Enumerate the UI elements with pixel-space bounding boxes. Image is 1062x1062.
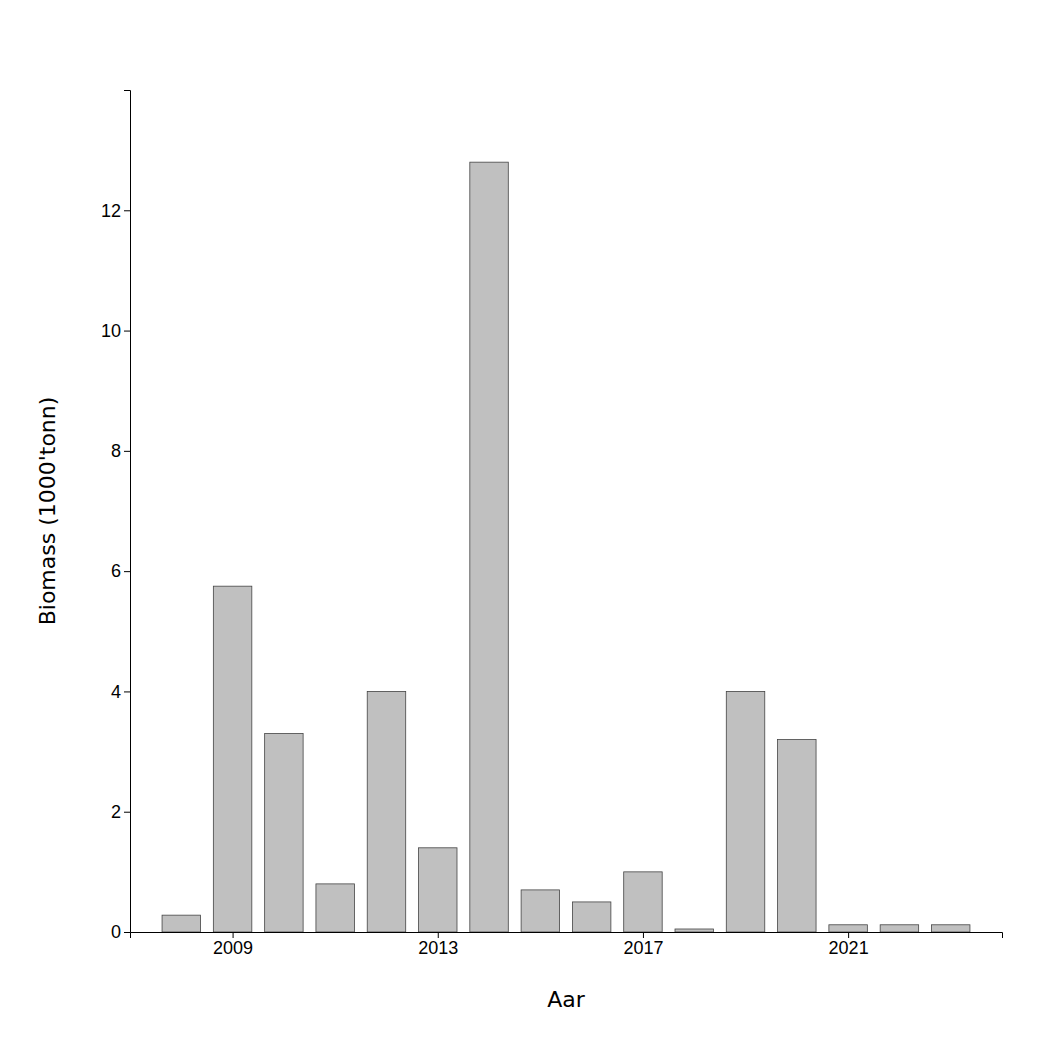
x-tick-label: 2017 [623, 938, 663, 958]
y-tick: 2 [111, 802, 130, 822]
y-tick: 12 [101, 201, 130, 221]
x-tick: 2013 [418, 932, 458, 958]
y-axis-title: Biomass (1000'tonn) [35, 397, 60, 626]
x-tick: 2009 [213, 932, 253, 958]
y-tick-mark [124, 331, 130, 332]
x-axis: 2009 2013 2017 2021 [131, 932, 1003, 958]
x-tick-label: 2021 [829, 938, 869, 958]
x-tick: 2017 [623, 932, 663, 958]
bar [213, 586, 251, 932]
bar [419, 848, 457, 932]
bar [367, 691, 405, 932]
x-axis-title: Aar [547, 987, 586, 1012]
x-tick: 2021 [829, 932, 869, 958]
bar [675, 929, 713, 932]
y-tick-mark [124, 812, 130, 813]
bar [572, 902, 610, 932]
bars [162, 162, 970, 932]
y-tick-label: 8 [111, 441, 121, 461]
y-axis: 0 2 4 6 8 10 12 [101, 91, 131, 943]
y-tick: 4 [111, 682, 130, 702]
bar [880, 925, 918, 932]
y-tick-label: 10 [101, 321, 121, 341]
bar [162, 915, 200, 932]
y-tick-mark [124, 451, 130, 452]
bar [829, 925, 867, 932]
y-tick-label: 2 [111, 802, 121, 822]
plot-area: 2009 2013 2017 2021 0 2 4 6 8 10 12 Aar Biomass (100… [35, 91, 1003, 1013]
y-tick: 10 [101, 321, 130, 341]
bar [316, 884, 354, 932]
y-tick-label: 6 [111, 561, 121, 581]
y-tick-mark [124, 571, 130, 572]
bar [624, 872, 662, 932]
y-axis-line [124, 91, 131, 933]
y-tick-label: 12 [101, 201, 121, 221]
bar [778, 740, 816, 932]
y-tick-mark [124, 691, 130, 692]
chart: 2009 2013 2017 2021 0 2 4 6 8 10 12 Aar Biomass (100… [0, 0, 1062, 1062]
y-tick-mark [124, 932, 130, 933]
y-tick-label: 0 [111, 922, 121, 942]
bar [470, 162, 508, 932]
bar [931, 925, 969, 932]
y-tick: 8 [111, 441, 130, 461]
bar [265, 734, 303, 932]
x-axis-line [131, 933, 1003, 939]
bar [726, 691, 764, 932]
y-tick-label: 4 [111, 682, 121, 702]
y-tick: 0 [111, 922, 130, 942]
y-tick-mark [124, 210, 130, 211]
x-tick-label: 2009 [213, 938, 253, 958]
bar [521, 890, 559, 932]
x-tick-label: 2013 [418, 938, 458, 958]
y-tick: 6 [111, 561, 130, 581]
